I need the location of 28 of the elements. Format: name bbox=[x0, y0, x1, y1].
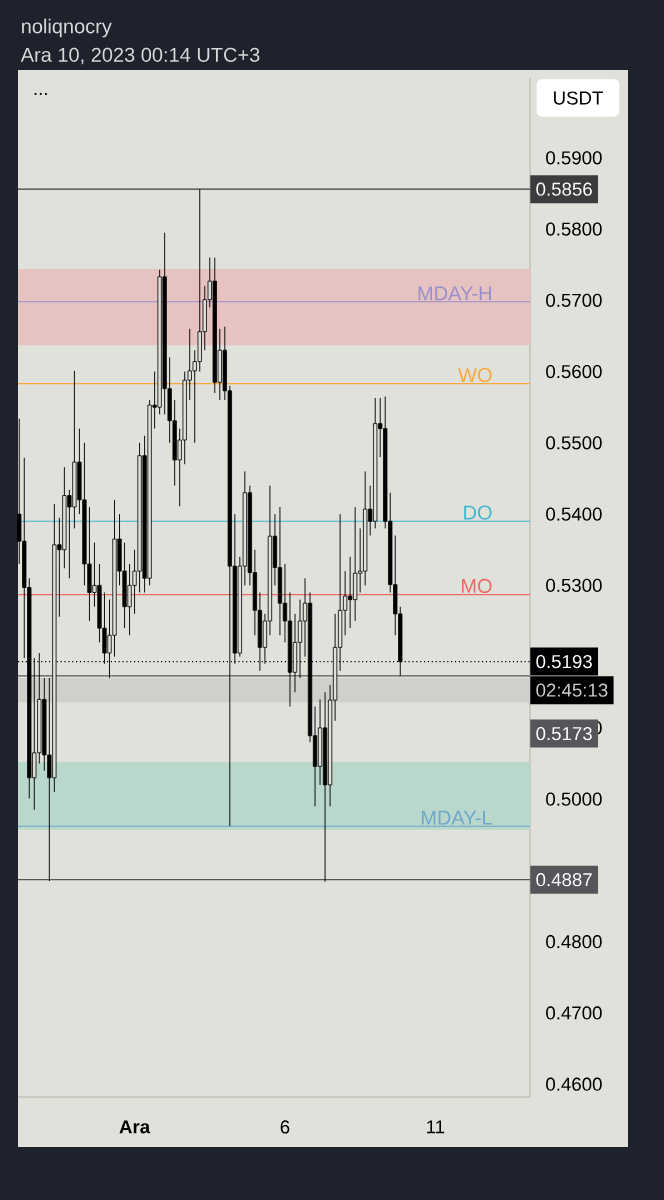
y-axis-title: USDT bbox=[554, 91, 603, 105]
y-tick-label: 0.5800 bbox=[546, 222, 602, 236]
y-tick-label: 0.5300 bbox=[546, 578, 602, 592]
ref-line-label: WO bbox=[458, 367, 492, 383]
x-tick-label: 11 bbox=[427, 1120, 445, 1134]
y-tick-label: 0.5000 bbox=[546, 792, 602, 806]
ref-line-label: MDAY-L bbox=[421, 810, 492, 825]
y-tick-label: 0.4800 bbox=[546, 935, 602, 949]
y-tick-label: 0.5600 bbox=[546, 364, 602, 379]
y-tick-label: 0.5500 bbox=[546, 436, 602, 450]
x-tick-label: Ara bbox=[119, 1120, 151, 1134]
annotation: ... bbox=[34, 92, 47, 95]
text: 02:45:13 bbox=[536, 683, 608, 697]
ref-line-label: MO bbox=[461, 578, 492, 594]
y-tick-label: 0.5900 bbox=[546, 151, 602, 165]
y-tick-label: 0.4600 bbox=[546, 1077, 602, 1091]
ref-line-label: 0.5193 bbox=[536, 654, 592, 669]
ref-line-label: 0.5173 bbox=[536, 726, 592, 741]
ref-line-label: MDAY-H bbox=[418, 286, 491, 301]
chart-title: noliqnocry bbox=[22, 18, 112, 38]
y-tick-label: 0.5700 bbox=[546, 293, 602, 307]
y-tick-label: 0.4700 bbox=[546, 1006, 602, 1020]
ref-line-label: DO bbox=[464, 505, 492, 520]
x-tick-label: 6 bbox=[280, 1120, 290, 1134]
ref-line-label: 0.5856 bbox=[536, 182, 592, 196]
y-tick-label: 0.5400 bbox=[546, 507, 602, 521]
chart-subtitle: Ara 10, 2023 00:14 UTC+3 bbox=[20, 47, 260, 65]
ref-line-label: 0.4887 bbox=[536, 873, 592, 887]
